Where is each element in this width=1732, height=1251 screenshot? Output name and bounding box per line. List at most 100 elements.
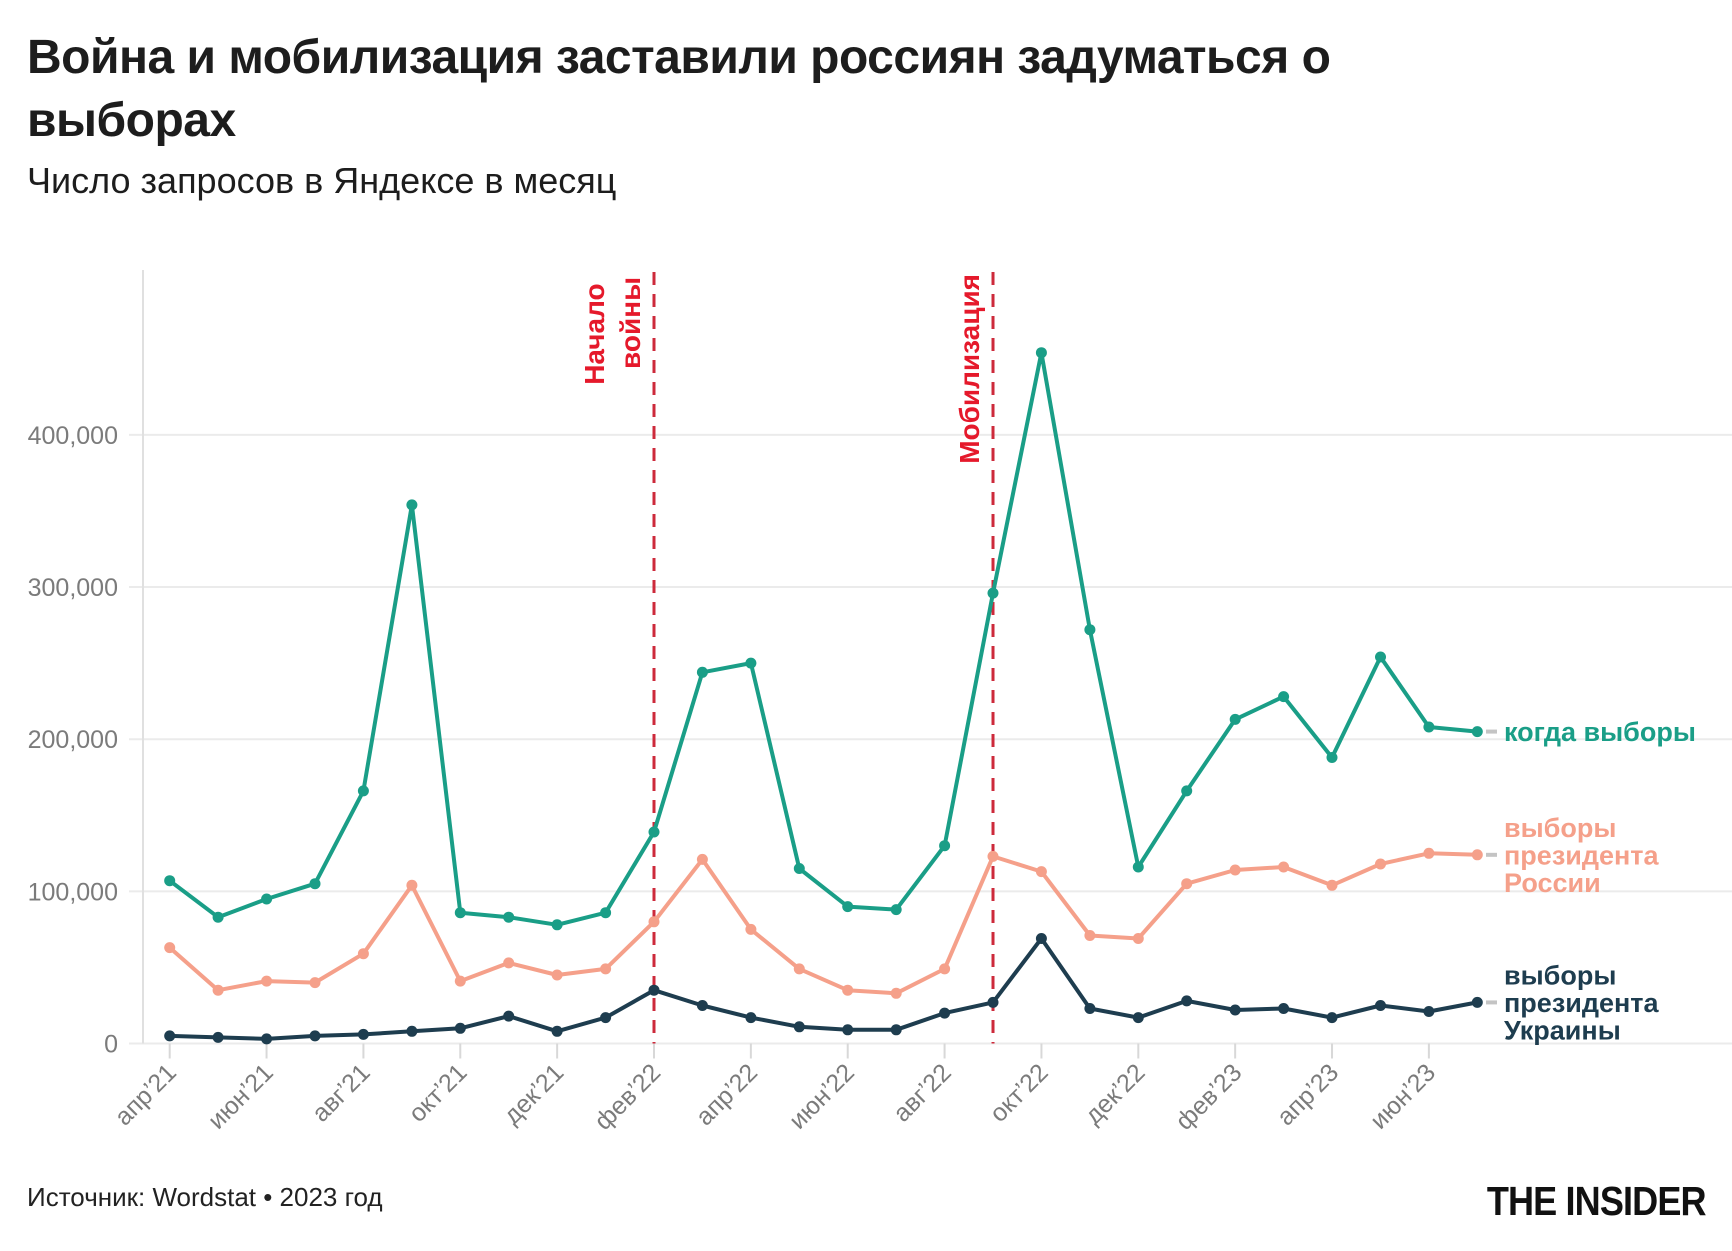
data-point-vybory-prezidenta-rossii <box>696 853 708 865</box>
x-tick-label: июн’22 <box>784 1058 860 1134</box>
data-point-vybory-prezidenta-ukrainy <box>503 1010 515 1022</box>
data-point-kogda-vybory <box>696 666 708 678</box>
data-point-vybory-prezidenta-rossii <box>1471 849 1483 861</box>
data-point-vybory-prezidenta-ukrainy <box>648 984 660 996</box>
data-point-kogda-vybory <box>357 785 369 797</box>
y-axis-label: 200,000 <box>28 726 118 754</box>
data-point-vybory-prezidenta-rossii <box>1423 847 1435 859</box>
data-point-vybory-prezidenta-rossii <box>1084 930 1096 941</box>
data-point-vybory-prezidenta-rossii <box>406 879 418 891</box>
data-point-vybory-prezidenta-ukrainy <box>1326 1012 1338 1024</box>
data-point-kogda-vybory <box>454 907 466 919</box>
data-point-vybory-prezidenta-rossii <box>1229 864 1241 876</box>
y-axis-label: 0 <box>104 1031 118 1059</box>
legend-leader-kogda-vybory <box>1486 729 1497 734</box>
page-title-line-2: выборах <box>27 94 236 147</box>
data-point-kogda-vybory <box>890 904 902 916</box>
data-point-vybory-prezidenta-ukrainy <box>745 1012 757 1024</box>
data-point-vybory-prezidenta-ukrainy <box>164 1030 176 1042</box>
data-point-kogda-vybory <box>1471 726 1483 738</box>
data-point-vybory-prezidenta-rossii <box>1375 858 1386 870</box>
data-point-vybory-prezidenta-rossii <box>745 923 757 935</box>
data-point-kogda-vybory <box>1132 861 1144 873</box>
data-point-vybory-prezidenta-rossii <box>503 957 515 969</box>
data-point-kogda-vybory <box>745 657 757 669</box>
data-point-vybory-prezidenta-ukrainy <box>1229 1004 1241 1016</box>
legend-leader-vybory-prezidenta-ukrainy <box>1486 1000 1497 1005</box>
data-point-vybory-prezidenta-ukrainy <box>454 1022 466 1034</box>
data-point-vybory-prezidenta-rossii <box>212 984 224 996</box>
x-tick-label: авг’21 <box>307 1058 376 1127</box>
data-point-vybory-prezidenta-rossii <box>1181 878 1193 890</box>
data-point-kogda-vybory <box>551 919 563 931</box>
series-kogda-vybory <box>164 347 1483 931</box>
chart-subtitle: Число запросов в Яндексе в месяц <box>27 160 617 201</box>
data-point-vybory-prezidenta-rossii <box>1035 866 1047 878</box>
data-point-vybory-prezidenta-rossii <box>1132 933 1144 944</box>
data-point-vybory-prezidenta-ukrainy <box>696 1000 708 1011</box>
data-point-vybory-prezidenta-ukrainy <box>261 1033 273 1045</box>
data-point-kogda-vybory <box>406 499 418 511</box>
data-point-vybory-prezidenta-ukrainy <box>1423 1006 1435 1017</box>
series-vybory-prezidenta-ukrainy <box>164 933 1483 1045</box>
data-point-vybory-prezidenta-ukrainy <box>987 996 999 1008</box>
x-tick-label: авг’22 <box>888 1058 957 1127</box>
data-point-kogda-vybory <box>1278 691 1290 703</box>
x-tick-label: фев’23 <box>1170 1058 1247 1135</box>
data-point-vybory-prezidenta-rossii <box>987 850 999 862</box>
data-point-vybory-prezidenta-ukrainy <box>939 1007 951 1019</box>
data-point-vybory-prezidenta-ukrainy <box>1278 1003 1290 1014</box>
x-tick-label: июн’21 <box>203 1058 279 1134</box>
annotation-label-mobilization: Мобилизация <box>954 274 985 464</box>
data-point-kogda-vybory <box>600 907 612 919</box>
data-point-vybory-prezidenta-ukrainy <box>842 1024 854 1036</box>
legend-label-vybory-prezidenta-rossii: выборы президента России <box>1504 813 1660 898</box>
y-axis-labels: 0 100,000 200,000 300,000 400,000 <box>28 422 118 1059</box>
data-point-vybory-prezidenta-ukrainy <box>1471 996 1483 1008</box>
series-line-kogda-vybory <box>167 350 1480 927</box>
data-point-kogda-vybory <box>164 875 176 887</box>
legend-leader-vybory-prezidenta-rossii <box>1486 852 1497 857</box>
data-point-kogda-vybory <box>1229 713 1241 725</box>
x-tick-label: дек’22 <box>1079 1058 1150 1129</box>
data-point-kogda-vybory <box>1423 721 1435 733</box>
data-point-kogda-vybory <box>261 893 273 905</box>
data-point-vybory-prezidenta-rossii <box>842 984 854 996</box>
series-vybory-prezidenta-rossii <box>164 847 1483 999</box>
x-tick-label: окт’22 <box>984 1058 1053 1127</box>
data-point-vybory-prezidenta-ukrainy <box>212 1031 224 1043</box>
data-point-vybory-prezidenta-ukrainy <box>600 1012 612 1024</box>
x-tick-label: июн’23 <box>1365 1058 1441 1134</box>
data-point-vybory-prezidenta-ukrainy <box>1084 1003 1096 1014</box>
legend-label-kogda-vybory: когда выборы <box>1504 717 1696 747</box>
data-point-vybory-prezidenta-ukrainy <box>309 1030 321 1042</box>
data-point-vybory-prezidenta-rossii <box>551 969 563 981</box>
data-point-vybory-prezidenta-ukrainy <box>357 1028 369 1040</box>
series-line-vybory-prezidenta-rossii <box>167 851 1480 996</box>
brand-logo: THE INSIDER <box>1487 1178 1707 1224</box>
x-tick-label: окт’21 <box>403 1058 472 1127</box>
data-point-vybory-prezidenta-rossii <box>939 963 951 975</box>
x-tick-label: апр’22 <box>690 1058 763 1131</box>
data-point-vybory-prezidenta-rossii <box>1278 861 1290 873</box>
x-tick-label: апр’21 <box>109 1058 182 1131</box>
page-title: Война и мобилизация заставили россиян за… <box>27 26 1331 152</box>
data-point-vybory-prezidenta-rossii <box>648 916 660 928</box>
data-point-kogda-vybory <box>1084 624 1096 636</box>
x-axis-labels: апр’21 июн’21 авг’21 окт’21 дек’21 фев’22 апр’… <box>109 1058 1441 1135</box>
y-gridlines <box>129 433 1732 1045</box>
data-point-vybory-prezidenta-rossii <box>309 977 321 989</box>
data-point-vybory-prezidenta-ukrainy <box>1375 1000 1386 1011</box>
data-point-vybory-prezidenta-rossii <box>600 963 612 975</box>
data-point-vybory-prezidenta-ukrainy <box>551 1025 563 1037</box>
data-point-vybory-prezidenta-rossii <box>454 975 466 987</box>
x-tick-label: фев’22 <box>589 1058 666 1135</box>
data-point-vybory-prezidenta-rossii <box>890 987 902 999</box>
legend-label-vybory-prezidenta-ukrainy: выборы президента Украины <box>1504 960 1660 1045</box>
data-point-kogda-vybory <box>793 863 805 874</box>
data-point-kogda-vybory <box>503 911 515 923</box>
data-point-kogda-vybory <box>1375 651 1386 663</box>
data-point-kogda-vybory <box>842 901 854 913</box>
source-note: Источник: Wordstat • 2023 год <box>27 1182 383 1212</box>
